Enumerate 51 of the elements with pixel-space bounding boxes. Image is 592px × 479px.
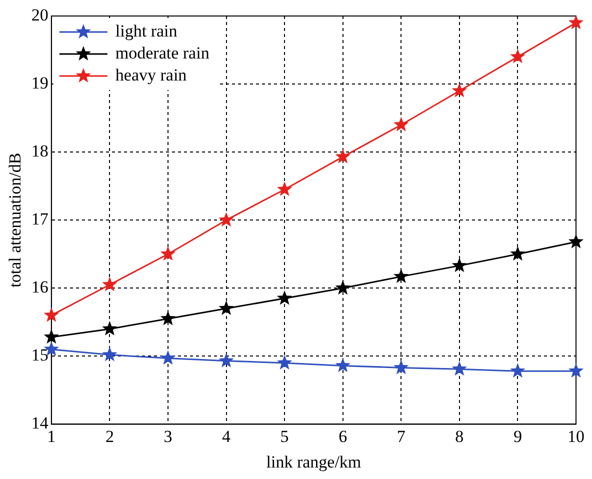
point bbox=[335, 148, 350, 164]
point bbox=[568, 363, 584, 378]
point bbox=[102, 320, 118, 336]
x-tick-label: 8 bbox=[455, 426, 464, 446]
point bbox=[160, 246, 176, 261]
x-tick-label: 3 bbox=[164, 426, 172, 446]
x-axis-title: link range/km bbox=[266, 452, 362, 472]
point bbox=[335, 358, 350, 372]
x-tick-label: 7 bbox=[396, 426, 406, 446]
x-tick-label: 6 bbox=[338, 426, 348, 446]
point bbox=[394, 268, 409, 284]
point bbox=[160, 350, 176, 365]
point bbox=[394, 116, 409, 132]
point bbox=[510, 48, 526, 64]
x-tick-label: 10 bbox=[568, 426, 584, 446]
point bbox=[452, 258, 468, 272]
legend-label: light rain bbox=[115, 21, 178, 40]
y-axis-title: total attenuation/dB bbox=[6, 152, 25, 288]
point bbox=[102, 276, 118, 292]
legend-label: heavy rain bbox=[115, 65, 188, 84]
point bbox=[394, 360, 409, 374]
y-tick-label: 15 bbox=[31, 346, 48, 365]
x-tick-label: 1 bbox=[47, 426, 56, 446]
point bbox=[218, 212, 234, 227]
point bbox=[160, 310, 176, 326]
x-tick-label: 9 bbox=[513, 426, 522, 446]
point bbox=[568, 14, 584, 30]
y-tick-label: 18 bbox=[31, 142, 48, 161]
point bbox=[452, 361, 468, 376]
point bbox=[218, 352, 234, 368]
point bbox=[44, 329, 60, 344]
x-tick-label: 2 bbox=[105, 426, 114, 446]
x-tick-label: 5 bbox=[280, 426, 289, 446]
y-tick-label: 17 bbox=[31, 210, 49, 229]
point bbox=[510, 363, 526, 378]
point bbox=[335, 280, 350, 295]
y-tick-label: 20 bbox=[31, 5, 48, 24]
y-tick-label: 16 bbox=[31, 278, 48, 297]
point bbox=[218, 300, 234, 316]
y-tick-label: 14 bbox=[31, 414, 49, 433]
x-tick-label: 4 bbox=[222, 426, 232, 446]
y-tick-label: 19 bbox=[31, 74, 48, 92]
legend-label: moderate rain bbox=[115, 43, 210, 62]
point bbox=[452, 82, 468, 98]
point bbox=[276, 181, 292, 196]
point bbox=[276, 354, 292, 370]
point bbox=[102, 346, 118, 362]
point bbox=[568, 234, 584, 248]
point bbox=[44, 307, 60, 322]
point bbox=[510, 246, 526, 261]
point bbox=[276, 290, 292, 305]
